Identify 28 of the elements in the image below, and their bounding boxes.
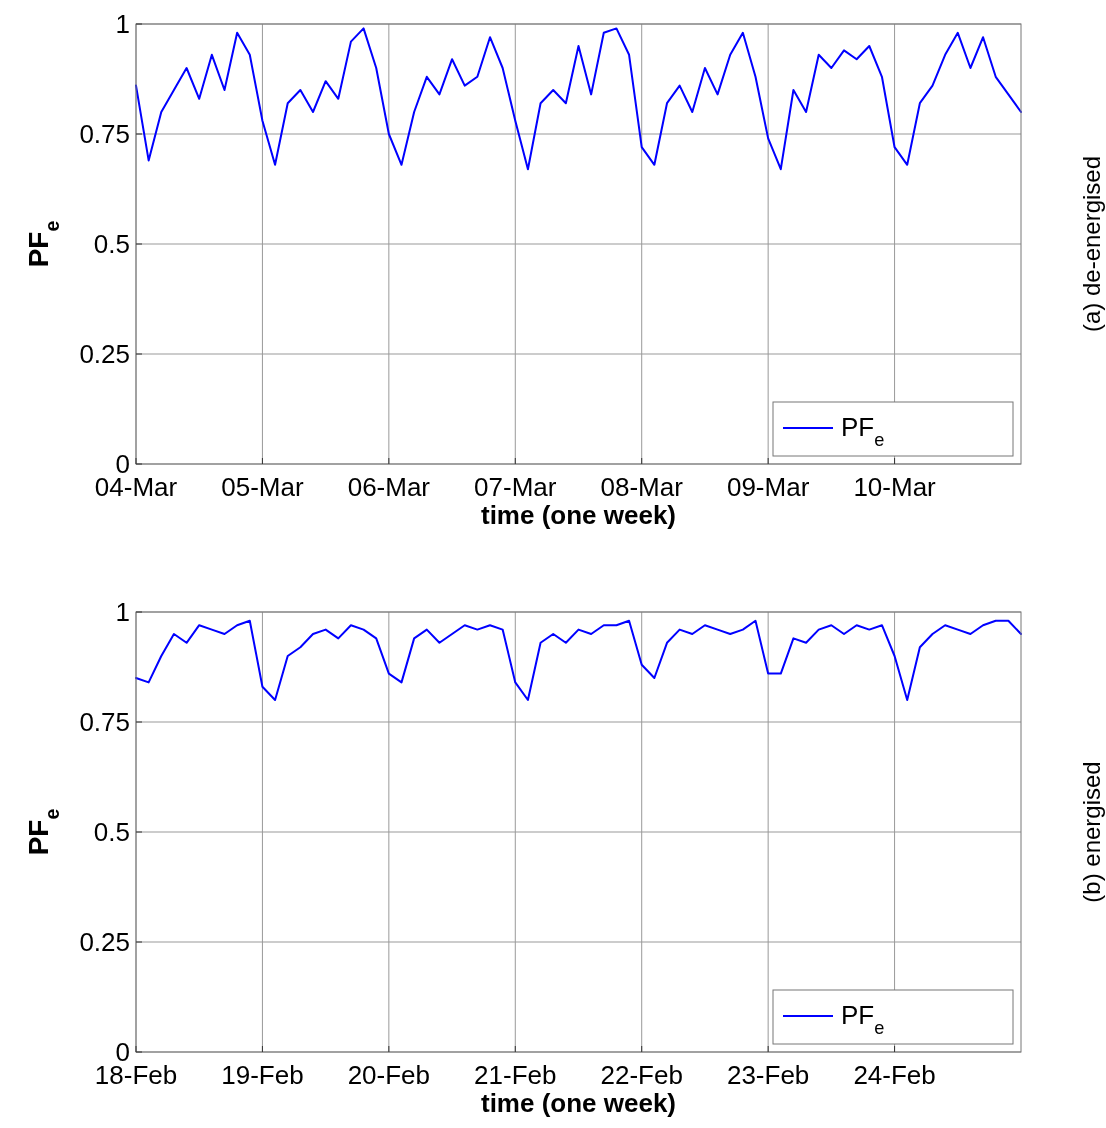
y-tick-label: 0.75 bbox=[79, 707, 130, 737]
x-tick-label: 20-Feb bbox=[347, 1060, 431, 1090]
x-tick-label: 23-Feb bbox=[726, 1060, 810, 1090]
x-tick-label: 05-Mar bbox=[221, 472, 304, 502]
text: (b) energised bbox=[1078, 761, 1105, 903]
y-tick-label: 0.25 bbox=[79, 339, 130, 369]
x-tick-label: 21-Feb bbox=[474, 1060, 557, 1090]
text: (a) de-energised bbox=[1078, 155, 1105, 333]
line-series bbox=[135, 619, 1022, 701]
x-tick-label: 10-Mar bbox=[853, 472, 937, 502]
x-tick-label: 07-Mar bbox=[474, 472, 557, 502]
legend-label: PF$_{e}$ bbox=[841, 412, 885, 450]
y-tick-label: 0.75 bbox=[79, 119, 130, 149]
x-tick-label: 19-Feb bbox=[221, 1060, 304, 1090]
legend-label: PF$_{e}$ bbox=[841, 1000, 885, 1038]
x-tick-label: 06-Mar bbox=[347, 472, 431, 502]
x-tick-label: 24-Feb bbox=[853, 1060, 936, 1090]
y-tick-label: 0.5 bbox=[93, 229, 130, 259]
y-tick-label: 1 bbox=[115, 9, 130, 39]
y-tick-label: 0.25 bbox=[79, 927, 130, 957]
line-series bbox=[135, 27, 1022, 171]
x-tick-label: 09-Mar bbox=[726, 472, 810, 502]
y-tick-label: 1 bbox=[115, 597, 130, 627]
y-tick-label: 0.5 bbox=[93, 817, 130, 847]
x-axis-title: time (one week) bbox=[480, 500, 677, 530]
x-tick-label: 22-Feb bbox=[600, 1060, 683, 1090]
x-axis-title: time (one week) bbox=[480, 1088, 677, 1118]
x-tick-label: 08-Mar bbox=[600, 472, 684, 502]
